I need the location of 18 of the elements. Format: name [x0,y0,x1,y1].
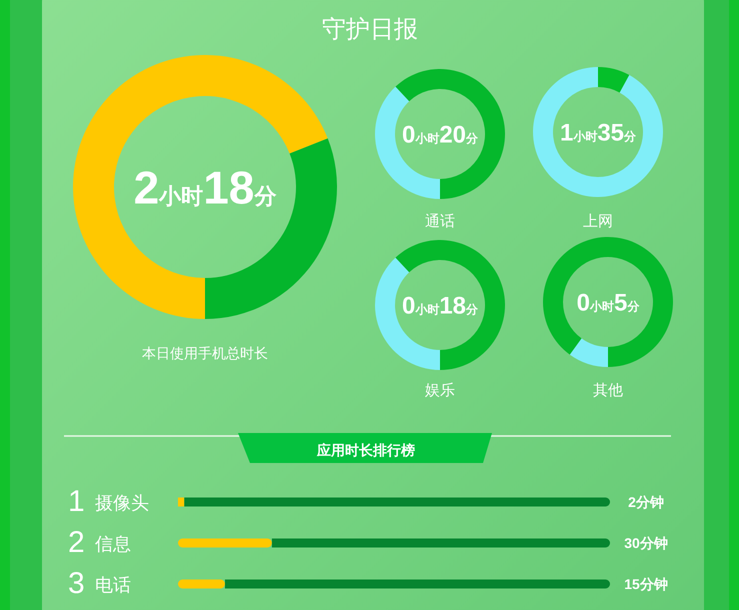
y-tick-label: 1 摄像头 [68,485,149,518]
y-tick-label: 3 电话 [68,567,131,600]
data-label: 2分钟 [628,494,664,510]
text: 通话 [425,213,455,230]
text: 2小时18分 [134,162,278,214]
chart-title: 应用时长排行榜 [316,442,415,458]
text: 上网 [583,213,613,230]
y-tick-label: 2 信息 [68,526,131,559]
text: 0小时5分 [576,290,640,317]
text: 娱乐 [425,382,455,399]
chart-title: 守护日报 [322,16,418,43]
text: 本日使用手机总时长 [142,345,268,361]
data-label: 15分钟 [624,576,668,592]
data-label: 30分钟 [624,535,668,551]
text: 其他 [593,382,623,399]
text: 1小时35分 [560,120,638,147]
text: 0小时20分 [402,122,480,149]
text: 0小时18分 [402,292,480,320]
